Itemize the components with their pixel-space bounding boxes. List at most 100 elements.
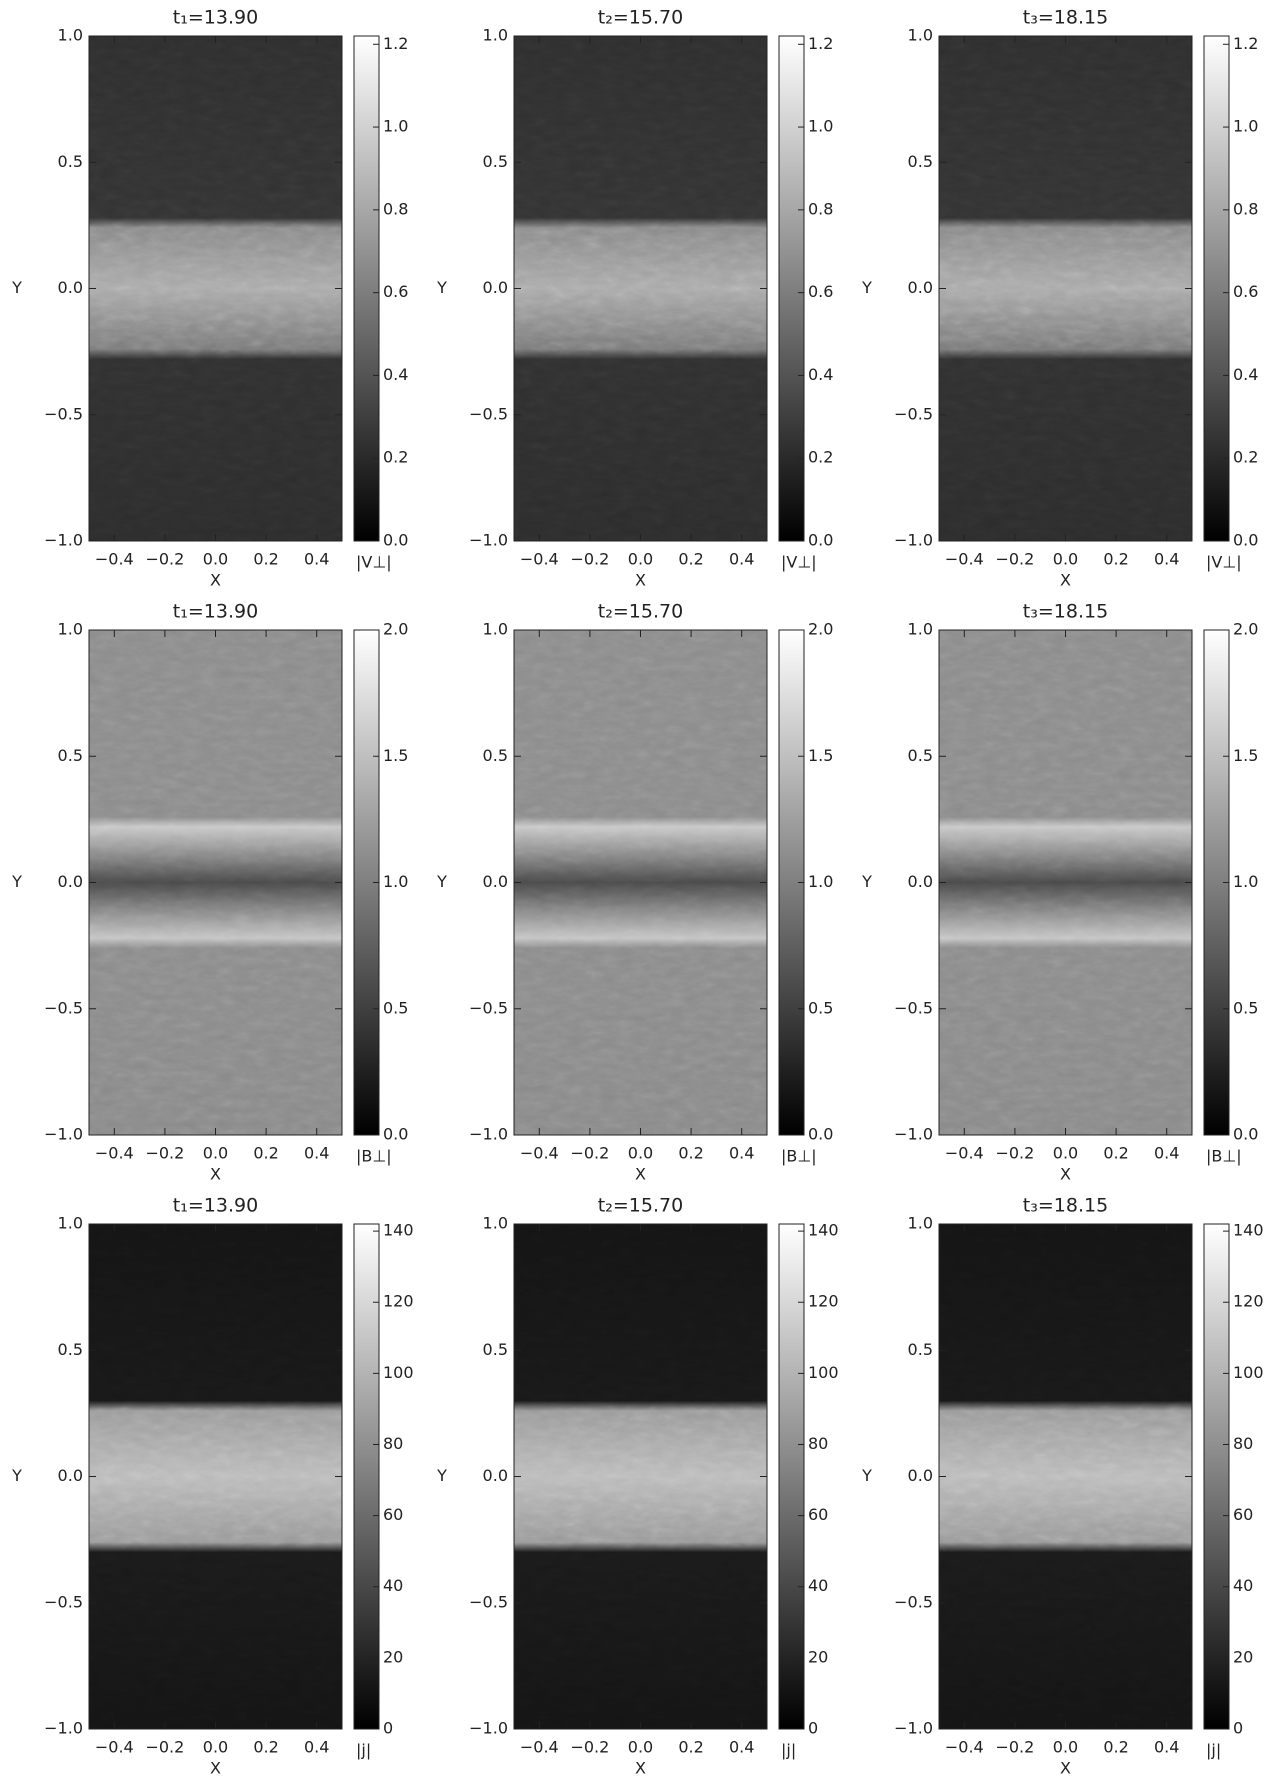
heatmap-texture	[89, 36, 342, 541]
colorbar-tick-label: 0.0	[383, 1125, 408, 1144]
colorbar-tick-label: 0.4	[383, 365, 408, 384]
colorbar-tick-label: 0.0	[808, 531, 833, 550]
colorbar-tick-label: 1.0	[1233, 117, 1258, 136]
x-tick-label: 0.0	[203, 550, 228, 569]
x-tick-label: −0.2	[570, 1144, 609, 1163]
x-tick-label: −0.2	[995, 1144, 1034, 1163]
colorbar-tick-label: 0.0	[808, 1125, 833, 1144]
colorbar-frame	[353, 35, 380, 542]
heatmap-texture	[939, 1224, 1192, 1729]
y-tick-label: 0.0	[483, 278, 508, 297]
colorbar-label: |V⊥|	[1206, 553, 1242, 572]
y-tick-label: −1.0	[44, 1719, 83, 1738]
colorbar-label: |j|	[356, 1741, 371, 1760]
y-tick-label: −1.0	[894, 1719, 933, 1738]
panel-title: t₂=15.70	[598, 7, 683, 29]
heatmap	[514, 630, 767, 1135]
colorbar-tick-label: 1.5	[383, 746, 408, 765]
x-tick-label: −0.4	[520, 1738, 559, 1757]
colorbar-tick-label: 0.4	[1233, 365, 1258, 384]
colorbar-tick-label: 1.0	[1233, 872, 1258, 891]
x-tick-label: 0.2	[253, 1144, 278, 1163]
x-tick-label: 0.4	[304, 1738, 329, 1757]
y-tick-label: −0.5	[469, 404, 508, 423]
colorbar-tick-label: 0.2	[808, 448, 833, 467]
y-tick-label: 0.0	[58, 872, 83, 891]
colorbar-tick-label: 40	[1233, 1576, 1253, 1595]
y-tick-label: 0.0	[483, 872, 508, 891]
colorbar-tick-label: 20	[1233, 1647, 1253, 1666]
y-tick-label: 0.5	[483, 1340, 508, 1359]
y-tick-label: 1.0	[483, 26, 508, 45]
y-tick-label: 0.5	[908, 152, 933, 171]
colorbar	[779, 36, 804, 541]
heatmap-texture	[939, 630, 1192, 1135]
colorbar-tick-label: 1.5	[1233, 746, 1258, 765]
x-tick-label: −0.2	[995, 1738, 1034, 1757]
colorbar-tick-label: 100	[808, 1363, 839, 1382]
y-tick-label: 0.5	[58, 746, 83, 765]
colorbar-tick-label: 120	[383, 1292, 414, 1311]
colorbar-tick-label: 0.6	[383, 282, 408, 301]
colorbar	[779, 1224, 804, 1729]
y-tick-label: −0.5	[44, 998, 83, 1017]
y-tick-label: 1.0	[908, 1214, 933, 1233]
panel-title: t₁=13.90	[173, 7, 258, 29]
y-tick-label: −0.5	[894, 404, 933, 423]
colorbar-tick-label: 1.2	[383, 34, 408, 53]
x-axis-label: X	[635, 1759, 646, 1778]
x-tick-label: −0.4	[945, 1738, 984, 1757]
heatmap	[514, 1224, 767, 1729]
x-tick-label: 0.4	[729, 550, 754, 569]
colorbar-tick-label: 0	[1233, 1719, 1243, 1738]
heatmap-texture	[89, 630, 342, 1135]
colorbar-tick-label: 0.0	[383, 531, 408, 550]
colorbar-tick-label: 0.6	[808, 282, 833, 301]
heatmap-texture	[89, 1224, 342, 1729]
x-tick-label: 0.4	[729, 1738, 754, 1757]
heatmap	[514, 36, 767, 541]
colorbar-tick-label: 100	[383, 1363, 414, 1382]
x-tick-label: −0.4	[945, 1144, 984, 1163]
colorbar-tick-label: 0.5	[383, 998, 408, 1017]
y-tick-label: −1.0	[44, 1125, 83, 1144]
y-tick-label: 1.0	[483, 620, 508, 639]
colorbar-frame	[778, 35, 805, 542]
colorbar-tick-label: 60	[1233, 1505, 1253, 1524]
y-tick-label: 0.0	[483, 1466, 508, 1485]
y-tick-label: 0.5	[58, 152, 83, 171]
colorbar-tick-label: 1.5	[808, 746, 833, 765]
y-tick-label: 1.0	[58, 26, 83, 45]
x-tick-label: −0.2	[570, 550, 609, 569]
colorbar-tick-label: 0	[383, 1719, 393, 1738]
heatmap-texture	[514, 630, 767, 1135]
y-tick-label: 1.0	[908, 26, 933, 45]
y-tick-label: 0.5	[58, 1340, 83, 1359]
x-tick-label: 0.0	[1053, 1144, 1078, 1163]
colorbar-tick-label: 100	[1233, 1363, 1264, 1382]
x-axis-label: X	[210, 571, 221, 590]
heatmap-texture	[514, 36, 767, 541]
y-tick-label: 0.5	[483, 746, 508, 765]
colorbar-label: |V⊥|	[781, 553, 817, 572]
y-tick-label: −0.5	[44, 1592, 83, 1611]
colorbar	[1204, 1224, 1229, 1729]
panel-title: t₂=15.70	[598, 1195, 683, 1217]
colorbar-label: |j|	[1206, 1741, 1221, 1760]
colorbar-tick-label: 0	[808, 1719, 818, 1738]
x-tick-label: 0.4	[1154, 1144, 1179, 1163]
panel-title: t₂=15.70	[598, 601, 683, 623]
colorbar-tick-label: 60	[383, 1505, 403, 1524]
x-tick-label: 0.2	[1103, 1144, 1128, 1163]
y-tick-label: −1.0	[469, 531, 508, 550]
colorbar-tick-label: 140	[383, 1221, 414, 1240]
x-tick-label: −0.2	[145, 1144, 184, 1163]
y-tick-label: 1.0	[58, 1214, 83, 1233]
panel-title: t₃=18.15	[1023, 1195, 1108, 1217]
y-axis-label: Y	[861, 1466, 872, 1485]
colorbar-tick-label: 1.2	[808, 34, 833, 53]
x-tick-label: 0.4	[1154, 550, 1179, 569]
y-axis-label: Y	[436, 1466, 447, 1485]
